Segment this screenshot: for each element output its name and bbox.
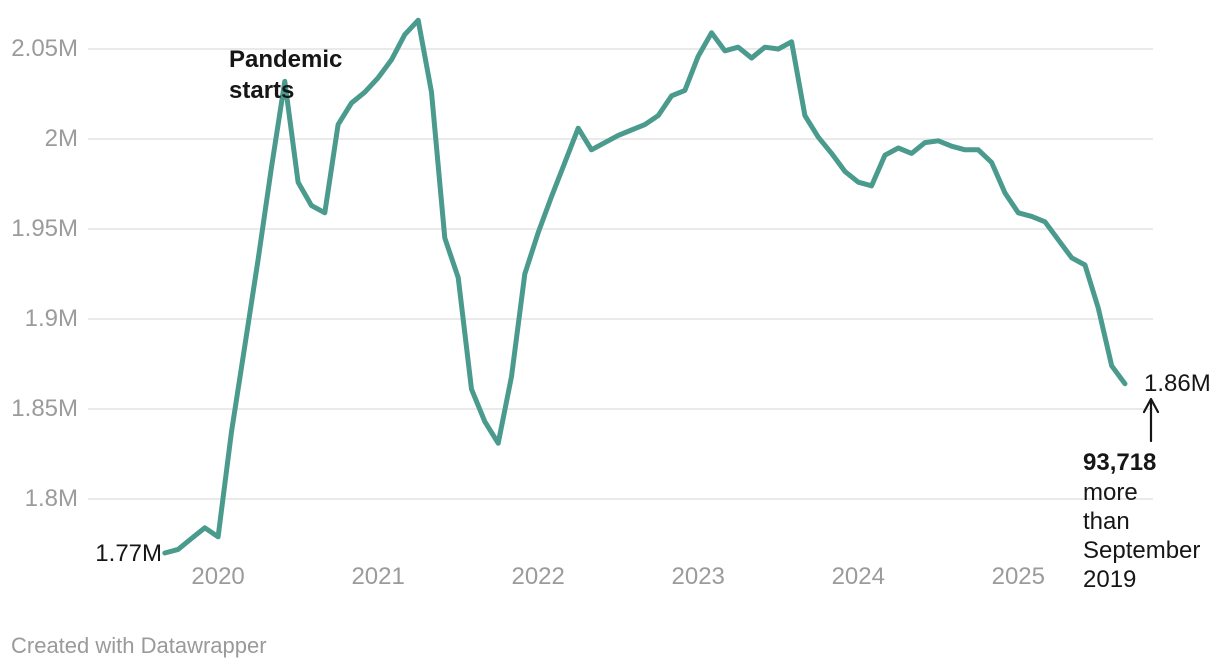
annotation-line: than: [1083, 508, 1130, 535]
annotation-line: 2019: [1083, 566, 1137, 593]
y-axis-tick-label: 1.9M: [24, 305, 78, 332]
annotation-line: starts: [229, 77, 295, 104]
x-axis-tick-label: 2022: [511, 563, 565, 590]
y-axis-tick-label: 2M: [44, 125, 78, 152]
annotation-arrow-up-icon: [1142, 397, 1160, 443]
annotation-pandemic-starts: Pandemic starts: [229, 44, 342, 106]
annotation-line: September: [1083, 537, 1201, 564]
x-axis-tick-label: 2021: [351, 563, 405, 590]
end-value-label: 1.86M: [1144, 370, 1211, 397]
y-axis-tick-label: 2.05M: [11, 35, 78, 62]
series-line: [162, 17, 1128, 556]
gridlines: [88, 48, 1153, 500]
x-axis-tick-label: 2023: [671, 563, 725, 590]
y-axis-tick-label: 1.8M: [24, 485, 78, 512]
attribution-link[interactable]: Created with Datawrapper: [11, 633, 267, 658]
annotation-line: Pandemic: [229, 46, 343, 73]
delta-text: more than September 2019: [1083, 478, 1200, 594]
start-value-label: 1.77M: [95, 540, 162, 567]
annotation-delta: 93,718 more than September 2019: [1083, 448, 1200, 594]
y-axis-tick-label: 1.95M: [11, 215, 78, 242]
annotation-line: more: [1083, 479, 1138, 506]
y-axis-tick-label: 1.85M: [11, 395, 78, 422]
x-axis-tick-label: 2024: [831, 563, 885, 590]
x-axis-tick-label: 2025: [991, 563, 1045, 590]
delta-value: 93,718: [1083, 449, 1157, 476]
x-axis-tick-label: 2020: [191, 563, 245, 590]
